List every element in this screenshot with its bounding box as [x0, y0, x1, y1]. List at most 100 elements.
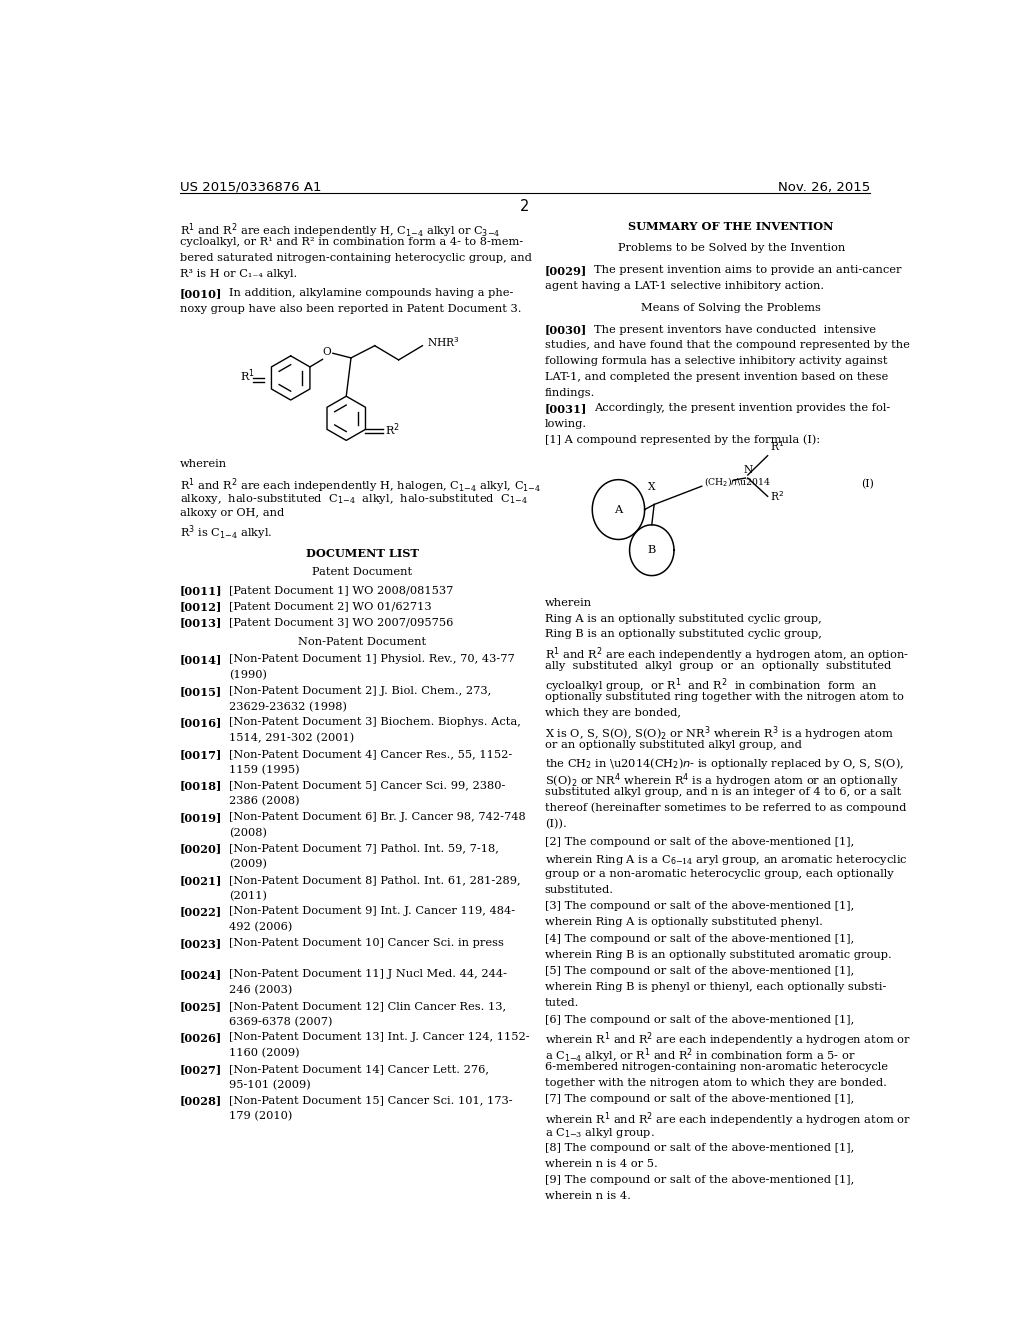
- Text: [0012]: [0012]: [179, 601, 222, 612]
- Text: R$^2$: R$^2$: [385, 421, 399, 438]
- Text: Non-Patent Document: Non-Patent Document: [298, 636, 426, 647]
- Text: (I)).: (I)).: [545, 818, 566, 829]
- Text: wherein: wherein: [545, 598, 592, 609]
- Text: agent having a LAT-1 selective inhibitory action.: agent having a LAT-1 selective inhibitor…: [545, 281, 823, 290]
- Text: 1159 (1995): 1159 (1995): [228, 764, 299, 775]
- Text: [0022]: [0022]: [179, 907, 222, 917]
- Text: optionally substituted ring together with the nitrogen atom to: optionally substituted ring together wit…: [545, 693, 903, 702]
- Text: [8] The compound or salt of the above-mentioned [1],: [8] The compound or salt of the above-me…: [545, 1143, 854, 1152]
- Text: [0023]: [0023]: [179, 939, 222, 949]
- Text: [Patent Document 2] WO 01/62713: [Patent Document 2] WO 01/62713: [228, 601, 431, 611]
- Text: (2009): (2009): [228, 859, 267, 870]
- Text: 23629-23632 (1998): 23629-23632 (1998): [228, 702, 347, 711]
- Text: (2008): (2008): [228, 828, 267, 838]
- Text: wherein Ring A is optionally substituted phenyl.: wherein Ring A is optionally substituted…: [545, 917, 822, 927]
- Text: or an optionally substituted alkyl group, and: or an optionally substituted alkyl group…: [545, 739, 802, 750]
- Text: [7] The compound or salt of the above-mentioned [1],: [7] The compound or salt of the above-me…: [545, 1094, 854, 1105]
- Text: [Non-Patent Document 11] J Nucl Med. 44, 244-: [Non-Patent Document 11] J Nucl Med. 44,…: [228, 969, 507, 979]
- Text: 492 (2006): 492 (2006): [228, 923, 292, 932]
- Text: [0029]: [0029]: [545, 265, 587, 276]
- Text: [0025]: [0025]: [179, 1001, 222, 1012]
- Text: [0030]: [0030]: [545, 325, 587, 335]
- Text: lowing.: lowing.: [545, 420, 587, 429]
- Text: [0027]: [0027]: [179, 1064, 222, 1074]
- Text: X: X: [648, 482, 655, 492]
- Text: [0014]: [0014]: [179, 655, 222, 665]
- Text: [Non-Patent Document 6] Br. J. Cancer 98, 742-748: [Non-Patent Document 6] Br. J. Cancer 98…: [228, 812, 525, 822]
- Text: [6] The compound or salt of the above-mentioned [1],: [6] The compound or salt of the above-me…: [545, 1015, 854, 1024]
- Text: together with the nitrogen atom to which they are bonded.: together with the nitrogen atom to which…: [545, 1077, 887, 1088]
- Text: [0018]: [0018]: [179, 780, 222, 792]
- Text: [Non-Patent Document 14] Cancer Lett. 276,: [Non-Patent Document 14] Cancer Lett. 27…: [228, 1064, 488, 1074]
- Text: R$^2$: R$^2$: [770, 490, 784, 503]
- Text: Ring B is an optionally substituted cyclic group,: Ring B is an optionally substituted cycl…: [545, 630, 821, 639]
- Text: 1160 (2009): 1160 (2009): [228, 1048, 299, 1059]
- Text: R$^1$ and R$^2$ are each independently H, halogen, C$_{1\mathregular{-4}}$ alkyl: R$^1$ and R$^2$ are each independently H…: [179, 477, 541, 495]
- Text: tuted.: tuted.: [545, 998, 579, 1008]
- Text: studies, and have found that the compound represented by the: studies, and have found that the compoun…: [545, 341, 909, 350]
- Text: wherein Ring B is phenyl or thienyl, each optionally substi-: wherein Ring B is phenyl or thienyl, eac…: [545, 982, 886, 993]
- Text: 246 (2003): 246 (2003): [228, 985, 292, 995]
- Text: A: A: [614, 504, 623, 515]
- Text: [0024]: [0024]: [179, 969, 222, 981]
- Text: NHR$^3$: NHR$^3$: [427, 335, 460, 348]
- Text: (2011): (2011): [228, 891, 267, 902]
- Text: [0011]: [0011]: [179, 585, 222, 597]
- Text: DOCUMENT LIST: DOCUMENT LIST: [306, 548, 419, 558]
- Text: [Non-Patent Document 3] Biochem. Biophys. Acta,: [Non-Patent Document 3] Biochem. Biophys…: [228, 717, 520, 727]
- Text: cycloalkyl group,  or R$^1$  and R$^2$  in combination  form  an: cycloalkyl group, or R$^1$ and R$^2$ in …: [545, 677, 878, 696]
- Text: [2] The compound or salt of the above-mentioned [1],: [2] The compound or salt of the above-me…: [545, 837, 854, 847]
- Text: following formula has a selective inhibitory activity against: following formula has a selective inhibi…: [545, 356, 887, 366]
- Text: The present inventors have conducted  intensive: The present inventors have conducted int…: [594, 325, 876, 334]
- Text: wherein Ring A is a C$_{6\mathregular{-14}}$ aryl group, an aromatic heterocycli: wherein Ring A is a C$_{6\mathregular{-1…: [545, 853, 907, 867]
- Text: X is O, S, S(O), S(O)$_2$ or NR$^3$ wherein R$^3$ is a hydrogen atom: X is O, S, S(O), S(O)$_2$ or NR$^3$ wher…: [545, 723, 894, 743]
- Text: LAT-1, and completed the present invention based on these: LAT-1, and completed the present inventi…: [545, 372, 888, 381]
- Text: US 2015/0336876 A1: US 2015/0336876 A1: [179, 181, 322, 194]
- Text: alkoxy or OH, and: alkoxy or OH, and: [179, 508, 284, 517]
- Text: R$^1$: R$^1$: [770, 438, 784, 453]
- Text: R$^1$ and R$^2$ are each independently a hydrogen atom, an option-: R$^1$ and R$^2$ are each independently a…: [545, 645, 908, 664]
- Text: the CH$_2$ in \u2014(CH$_2$)$n$- is optionally replaced by O, S, S(O),: the CH$_2$ in \u2014(CH$_2$)$n$- is opti…: [545, 755, 904, 771]
- Text: [0020]: [0020]: [179, 843, 222, 854]
- Text: [0019]: [0019]: [179, 812, 222, 822]
- Text: findings.: findings.: [545, 388, 595, 397]
- Text: cycloalkyl, or R¹ and R² in combination form a 4- to 8-mem-: cycloalkyl, or R¹ and R² in combination …: [179, 238, 523, 247]
- Text: bered saturated nitrogen-containing heterocyclic group, and: bered saturated nitrogen-containing hete…: [179, 253, 531, 263]
- Text: [3] The compound or salt of the above-mentioned [1],: [3] The compound or salt of the above-me…: [545, 902, 854, 911]
- Text: [0016]: [0016]: [179, 717, 222, 729]
- Text: substituted alkyl group, and n is an integer of 4 to 6, or a salt: substituted alkyl group, and n is an int…: [545, 787, 901, 797]
- Text: [0031]: [0031]: [545, 404, 587, 414]
- Text: Ring A is an optionally substituted cyclic group,: Ring A is an optionally substituted cycl…: [545, 614, 821, 624]
- Text: Accordingly, the present invention provides the fol-: Accordingly, the present invention provi…: [594, 404, 890, 413]
- Text: [Non-Patent Document 2] J. Biol. Chem., 273,: [Non-Patent Document 2] J. Biol. Chem., …: [228, 686, 492, 696]
- Text: substituted.: substituted.: [545, 884, 613, 895]
- Text: 1514, 291-302 (2001): 1514, 291-302 (2001): [228, 733, 354, 743]
- Text: (I): (I): [861, 479, 873, 490]
- Text: Patent Document: Patent Document: [312, 568, 413, 577]
- Text: 6369-6378 (2007): 6369-6378 (2007): [228, 1016, 332, 1027]
- Text: [0015]: [0015]: [179, 686, 222, 697]
- Text: R³ is H or C₁₋₄ alkyl.: R³ is H or C₁₋₄ alkyl.: [179, 269, 297, 279]
- Text: group or a non-aromatic heterocyclic group, each optionally: group or a non-aromatic heterocyclic gro…: [545, 869, 893, 879]
- Text: alkoxy,  halo-substituted  C$_{1\mathregular{-4}}$  alkyl,  halo-substituted  C$: alkoxy, halo-substituted C$_{1\mathregul…: [179, 492, 527, 507]
- Text: [5] The compound or salt of the above-mentioned [1],: [5] The compound or salt of the above-me…: [545, 966, 854, 977]
- Text: [1] A compound represented by the formula (I):: [1] A compound represented by the formul…: [545, 434, 820, 445]
- Text: [Non-Patent Document 5] Cancer Sci. 99, 2380-: [Non-Patent Document 5] Cancer Sci. 99, …: [228, 780, 505, 791]
- Text: B: B: [647, 545, 656, 556]
- Text: R$^3$ is C$_{1\mathregular{-4}}$ alkyl.: R$^3$ is C$_{1\mathregular{-4}}$ alkyl.: [179, 524, 271, 543]
- Text: N: N: [743, 465, 753, 475]
- Text: wherein n is 4 or 5.: wherein n is 4 or 5.: [545, 1159, 657, 1168]
- Text: 2: 2: [520, 199, 529, 214]
- Text: [0026]: [0026]: [179, 1032, 222, 1043]
- Text: [0013]: [0013]: [179, 616, 222, 628]
- Text: [0010]: [0010]: [179, 289, 222, 300]
- Text: 2386 (2008): 2386 (2008): [228, 796, 299, 807]
- Text: [Non-Patent Document 9] Int. J. Cancer 119, 484-: [Non-Patent Document 9] Int. J. Cancer 1…: [228, 907, 515, 916]
- Text: Nov. 26, 2015: Nov. 26, 2015: [778, 181, 870, 194]
- Text: [Non-Patent Document 12] Clin Cancer Res. 13,: [Non-Patent Document 12] Clin Cancer Res…: [228, 1001, 506, 1011]
- Text: [0028]: [0028]: [179, 1096, 222, 1106]
- Text: Problems to be Solved by the Invention: Problems to be Solved by the Invention: [617, 243, 845, 253]
- Text: which they are bonded,: which they are bonded,: [545, 709, 681, 718]
- Text: ally  substituted  alkyl  group  or  an  optionally  substituted: ally substituted alkyl group or an optio…: [545, 661, 891, 671]
- Text: a C$_{1\mathregular{-3}}$ alkyl group.: a C$_{1\mathregular{-3}}$ alkyl group.: [545, 1126, 654, 1140]
